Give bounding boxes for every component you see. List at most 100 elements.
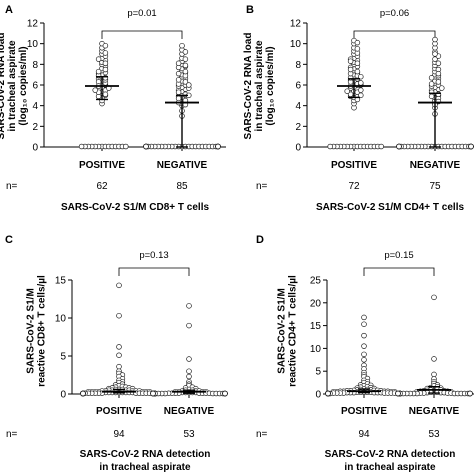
data-point (123, 143, 129, 150)
y-tick-label: 0 (60, 390, 66, 401)
data-point (358, 87, 364, 93)
category-label: POSITIVE (341, 406, 387, 417)
p-value: p=0.15 (384, 250, 413, 261)
n-value: 94 (358, 429, 370, 440)
y-axis-label: in tracheal aspirate (7, 40, 18, 132)
x-axis-label: SARS-CoV-2 S1/M CD4+ T cells (316, 202, 465, 213)
data-point (186, 373, 192, 380)
y-tick-label: 8 (295, 60, 301, 71)
y-tick-label: 20 (310, 298, 322, 309)
panel-letter: B (246, 4, 254, 16)
data-point (182, 49, 189, 55)
y-tick-label: 12 (27, 19, 39, 30)
category-label: POSITIVE (331, 160, 377, 171)
data-point (354, 60, 361, 67)
data-point (361, 351, 367, 358)
data-point (358, 73, 364, 80)
data-point (175, 89, 182, 95)
panel-letter: C (5, 234, 13, 246)
data-point (150, 390, 156, 397)
n-label: n= (6, 429, 18, 440)
data-point (175, 70, 182, 77)
y-tick-label: 15 (55, 276, 67, 287)
y-tick-label: 0 (32, 143, 38, 154)
data-point (102, 60, 109, 67)
x-axis-label: SARS-CoV-2 RNA detection (325, 449, 456, 460)
data-point (102, 66, 109, 73)
category-label: NEGATIVE (410, 160, 461, 171)
data-point (327, 143, 333, 150)
y-axis-label: SARS-CoV-2 RNA load (0, 33, 7, 140)
data-point (182, 68, 189, 75)
data-point (80, 390, 86, 397)
data-point (95, 68, 102, 75)
y-axis-label: (log₁₀ copies/ml) (265, 46, 276, 125)
data-point (186, 368, 192, 374)
n-value: 53 (183, 429, 195, 440)
data-point (182, 62, 189, 69)
data-point (175, 60, 182, 67)
data-point (354, 39, 361, 46)
y-axis-label: reactive CD8+ T cells/µl (37, 275, 48, 387)
y-axis-label: (log₁₀ copies/ml) (18, 46, 29, 125)
data-point (347, 66, 354, 73)
y-axis-label: in tracheal aspirate (254, 40, 265, 132)
data-point (95, 56, 102, 62)
data-point (428, 75, 435, 81)
data-point (435, 79, 442, 85)
y-axis-label: SARS-CoV-2 S1/M (277, 288, 288, 374)
category-label: NEGATIVE (164, 406, 215, 417)
data-point (431, 371, 437, 378)
y-tick-label: 10 (310, 344, 322, 355)
y-tick-label: 25 (310, 276, 322, 287)
data-point (179, 42, 185, 49)
panel-letter: D (256, 234, 264, 246)
y-tick-label: 2 (295, 122, 301, 133)
data-point (431, 294, 437, 301)
data-point (361, 357, 367, 363)
data-point (175, 77, 182, 83)
data-point (325, 390, 331, 397)
n-value: 72 (348, 181, 360, 192)
panel-letter: A (5, 4, 13, 16)
data-point (215, 143, 221, 150)
y-tick-label: 10 (290, 39, 302, 50)
data-point (468, 143, 474, 150)
category-label: NEGATIVE (157, 160, 208, 171)
data-point (378, 143, 384, 150)
data-point (428, 81, 435, 87)
data-point (116, 344, 122, 350)
data-point (467, 390, 473, 397)
y-axis-label: SARS-CoV-2 RNA load (243, 33, 254, 140)
data-point (347, 58, 354, 64)
significance-bracket (101, 30, 183, 39)
significance-bracket (118, 267, 190, 276)
significance-bracket (353, 30, 436, 39)
data-point (435, 70, 442, 77)
data-point (102, 42, 109, 49)
n-label: n= (256, 429, 268, 440)
y-axis-label: SARS-CoV-2 S1/M (26, 288, 37, 374)
x-axis-label: in tracheal aspirate (344, 462, 436, 473)
data-point (186, 303, 192, 309)
data-point (396, 143, 402, 150)
data-point (361, 332, 367, 339)
data-point (361, 343, 367, 349)
data-point (358, 80, 364, 86)
data-point (182, 56, 189, 62)
x-axis-label: SARS-CoV-2 S1/M CD8+ T cells (61, 202, 210, 213)
data-point (439, 85, 445, 91)
significance-bracket (363, 267, 435, 276)
category-label: NEGATIVE (409, 406, 460, 417)
category-label: POSITIVE (96, 406, 142, 417)
data-point (186, 322, 192, 329)
y-tick-label: 10 (55, 314, 67, 325)
data-point (358, 92, 364, 99)
y-tick-label: 0 (295, 143, 301, 154)
y-tick-label: 6 (32, 81, 38, 92)
n-value: 85 (176, 181, 188, 192)
data-point (361, 314, 367, 321)
n-value: 94 (113, 429, 125, 440)
n-label: n= (256, 181, 268, 192)
